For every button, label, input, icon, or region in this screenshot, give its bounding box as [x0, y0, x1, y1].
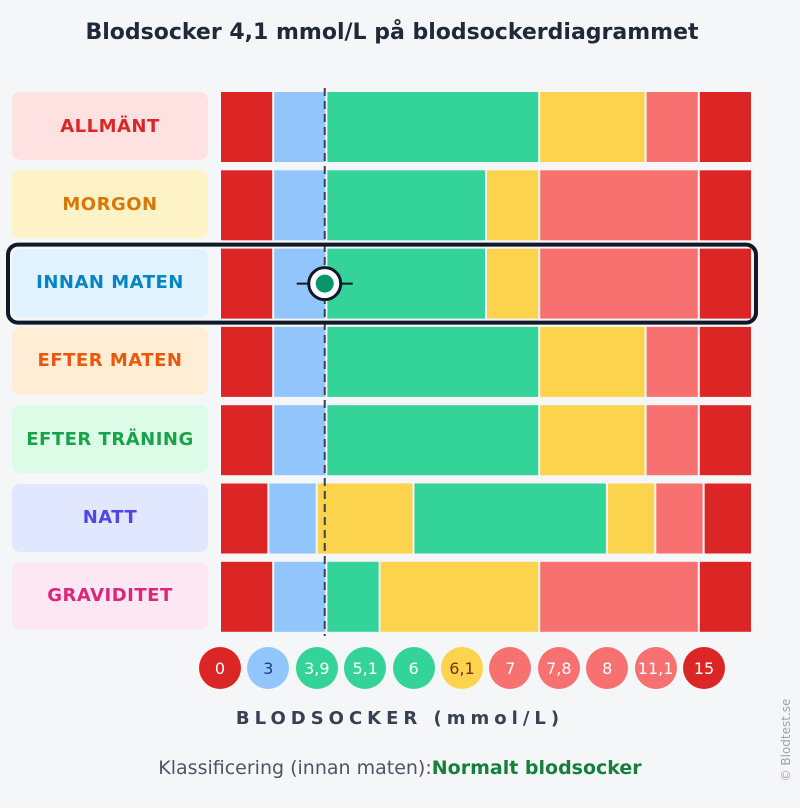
segment-yellow [540, 405, 645, 476]
segment-green [327, 170, 485, 241]
row-label: MORGON [12, 170, 208, 239]
segment-green [327, 92, 539, 162]
segment-salmon [646, 326, 698, 397]
segment-salmon [540, 248, 698, 319]
segment-red [704, 483, 751, 554]
segment-yellow [317, 483, 413, 554]
segment-yellow [487, 248, 539, 319]
classification-label: Klassificering (innan maten): [158, 757, 432, 779]
segment-red [699, 248, 751, 319]
segment-red [699, 561, 751, 632]
tick-label: 15 [683, 647, 725, 689]
row-label: GRAVIDITET [12, 561, 208, 630]
segment-salmon [646, 92, 698, 162]
tick-label: 0 [199, 647, 241, 689]
segment-salmon [540, 561, 698, 632]
tick-label: 7 [489, 647, 532, 689]
segment-blue [274, 405, 326, 476]
credit-text: © Blodtest.se [779, 698, 793, 782]
tick-label: 3,9 [295, 647, 338, 689]
segment-green [327, 326, 539, 397]
classification-line: Klassificering (innan maten):Normalt blo… [0, 757, 800, 779]
segment-salmon [656, 483, 703, 554]
classification-value: Normalt blodsocker [431, 757, 642, 779]
selected-row-outline [6, 242, 758, 325]
segment-red [699, 92, 751, 162]
segment-yellow [380, 561, 539, 632]
segment-red [221, 326, 273, 397]
segment-blue [274, 561, 326, 632]
segment-red [699, 326, 751, 397]
row-label: NATT [12, 483, 208, 552]
segment-green [414, 483, 606, 554]
segment-red [221, 483, 268, 554]
segment-red [221, 170, 273, 241]
segment-yellow [540, 326, 645, 397]
segment-blue [274, 326, 326, 397]
row-label: INNAN MATEN [12, 248, 208, 317]
tick-label: 11,1 [634, 647, 677, 689]
chart-title: Blodsocker 4,1 mmol/L på blodsockerdiagr… [85, 20, 699, 45]
segment-green [327, 248, 485, 319]
segment-red [221, 405, 273, 476]
row-label: EFTER TRÄNING [12, 405, 208, 474]
row-label: ALLMÄNT [12, 92, 208, 160]
tick-label: 7,8 [537, 647, 580, 689]
x-axis-label: BLODSOCKER (mmol/L) [235, 708, 565, 729]
segment-green [327, 561, 379, 632]
row-label: EFTER MATEN [12, 326, 208, 395]
tick-label: 5,1 [344, 647, 387, 689]
tick-label: 3 [247, 647, 290, 689]
segment-salmon [646, 405, 698, 476]
segment-green [327, 405, 539, 476]
segment-red [221, 92, 273, 162]
segment-blue [269, 483, 316, 554]
segment-red [221, 248, 273, 319]
segment-salmon [540, 170, 698, 241]
segment-yellow [487, 170, 539, 241]
tick-label: 6,1 [441, 647, 483, 689]
segment-red [221, 561, 273, 632]
marker-dot [315, 274, 334, 293]
segment-yellow [607, 483, 655, 554]
segment-blue [274, 170, 326, 241]
segment-red [699, 405, 751, 476]
segment-red [699, 170, 751, 241]
segment-blue [274, 92, 326, 162]
tick-label: 8 [586, 647, 629, 689]
tick-label: 6 [392, 647, 435, 689]
segment-yellow [540, 92, 645, 162]
